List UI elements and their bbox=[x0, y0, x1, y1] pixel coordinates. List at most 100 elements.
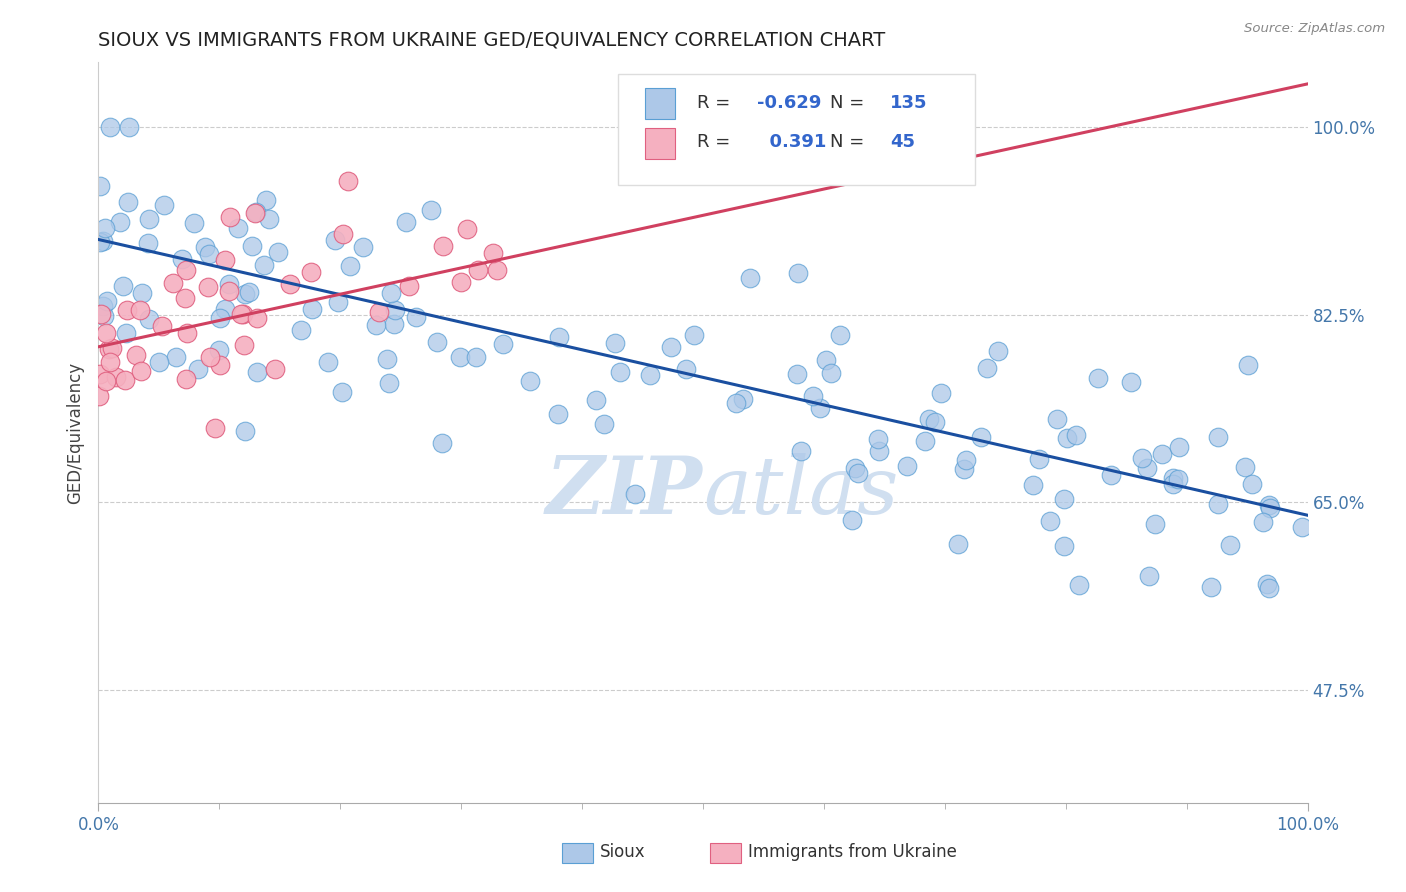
Point bbox=[162, 276, 184, 290]
Point bbox=[398, 278, 420, 293]
Point bbox=[946, 537, 969, 551]
Text: -0.629: -0.629 bbox=[758, 95, 821, 112]
Point bbox=[380, 285, 402, 300]
Text: Source: ZipAtlas.com: Source: ZipAtlas.com bbox=[1244, 22, 1385, 36]
Point bbox=[290, 323, 312, 337]
Point bbox=[450, 275, 472, 289]
Point bbox=[118, 120, 141, 134]
Point bbox=[661, 340, 683, 354]
Point bbox=[278, 277, 301, 291]
Point bbox=[924, 415, 946, 429]
Point bbox=[93, 309, 115, 323]
Point bbox=[111, 279, 134, 293]
Point bbox=[432, 239, 454, 253]
Point bbox=[98, 120, 121, 134]
Point bbox=[104, 370, 127, 384]
Text: N =: N = bbox=[830, 95, 870, 112]
Point bbox=[233, 425, 256, 439]
Point bbox=[786, 367, 808, 381]
Point bbox=[1199, 580, 1222, 594]
Point bbox=[384, 303, 406, 318]
Point bbox=[194, 240, 217, 254]
Text: N =: N = bbox=[830, 134, 870, 152]
Point bbox=[1208, 497, 1230, 511]
FancyBboxPatch shape bbox=[645, 128, 675, 159]
Point bbox=[94, 326, 117, 340]
Y-axis label: GED/Equivalency: GED/Equivalency bbox=[66, 361, 84, 504]
Point bbox=[1291, 520, 1313, 534]
Point bbox=[953, 461, 976, 475]
Point bbox=[585, 393, 607, 408]
Point bbox=[246, 365, 269, 379]
FancyBboxPatch shape bbox=[619, 73, 976, 185]
Point bbox=[316, 355, 339, 369]
Point bbox=[117, 194, 139, 209]
Point bbox=[332, 227, 354, 241]
Point bbox=[252, 258, 274, 272]
Point bbox=[115, 302, 138, 317]
Point bbox=[467, 262, 489, 277]
Point bbox=[219, 210, 242, 224]
Point bbox=[801, 389, 824, 403]
Point bbox=[364, 318, 387, 333]
Point bbox=[204, 421, 226, 435]
Point bbox=[187, 361, 209, 376]
Point bbox=[808, 401, 831, 415]
Point bbox=[914, 434, 936, 448]
Point bbox=[609, 365, 631, 379]
Point bbox=[1161, 471, 1184, 485]
Point bbox=[1130, 451, 1153, 466]
Point bbox=[87, 389, 110, 403]
Point bbox=[330, 385, 353, 400]
Point bbox=[138, 312, 160, 326]
Point bbox=[395, 215, 418, 229]
Point bbox=[405, 310, 427, 324]
Point bbox=[491, 337, 513, 351]
Point bbox=[1119, 375, 1142, 389]
Point bbox=[89, 178, 111, 193]
Point bbox=[214, 301, 236, 316]
Point bbox=[790, 444, 813, 458]
Point bbox=[94, 374, 117, 388]
Point bbox=[1258, 499, 1281, 513]
Text: SIOUX VS IMMIGRANTS FROM UKRAINE GED/EQUIVALENCY CORRELATION CHART: SIOUX VS IMMIGRANTS FROM UKRAINE GED/EQU… bbox=[98, 30, 886, 50]
Point bbox=[323, 233, 346, 247]
Point bbox=[547, 330, 569, 344]
Point bbox=[208, 343, 231, 357]
Point bbox=[1219, 538, 1241, 552]
Point bbox=[100, 355, 122, 369]
Point bbox=[209, 311, 232, 326]
Point bbox=[917, 411, 939, 425]
Point bbox=[96, 293, 118, 308]
Point bbox=[1136, 461, 1159, 475]
Point bbox=[245, 204, 267, 219]
Point bbox=[378, 376, 401, 390]
Point bbox=[218, 285, 240, 299]
Point bbox=[1206, 430, 1229, 444]
Point bbox=[1099, 468, 1122, 483]
Point bbox=[1257, 581, 1279, 595]
Point bbox=[198, 247, 221, 261]
Point bbox=[449, 350, 471, 364]
Point bbox=[733, 392, 755, 406]
Point bbox=[382, 317, 405, 331]
Point bbox=[299, 265, 322, 279]
Point bbox=[420, 202, 443, 217]
Point bbox=[267, 245, 290, 260]
Text: 45: 45 bbox=[890, 134, 915, 152]
Point bbox=[1021, 478, 1043, 492]
Point bbox=[868, 443, 890, 458]
Point bbox=[1053, 539, 1076, 553]
Text: 0.391: 0.391 bbox=[758, 134, 827, 152]
Point bbox=[682, 327, 704, 342]
Point bbox=[94, 220, 117, 235]
Point bbox=[232, 307, 254, 321]
Point bbox=[170, 252, 193, 266]
Point bbox=[1056, 431, 1078, 445]
Point bbox=[605, 336, 627, 351]
Point bbox=[173, 291, 195, 305]
Point bbox=[375, 351, 398, 366]
Point bbox=[830, 327, 852, 342]
Point bbox=[955, 452, 977, 467]
Point bbox=[245, 206, 267, 220]
